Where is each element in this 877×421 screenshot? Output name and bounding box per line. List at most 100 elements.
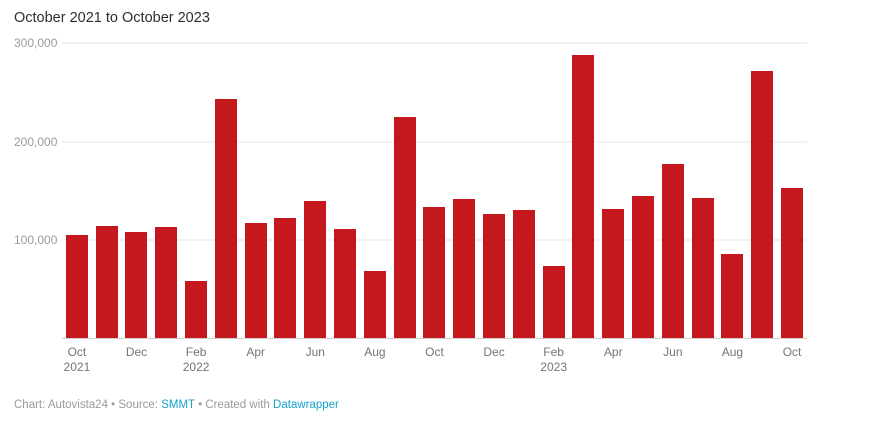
bar-slot bbox=[658, 43, 688, 339]
bar-slot bbox=[181, 43, 211, 339]
y-axis: 100,000 200,000 300,000 bbox=[14, 36, 60, 339]
bar-slot bbox=[479, 43, 509, 339]
bar-slot bbox=[241, 43, 271, 339]
bar-slot bbox=[390, 43, 420, 339]
bar[interactable] bbox=[691, 197, 714, 339]
bar[interactable] bbox=[542, 266, 565, 339]
bar-slot bbox=[747, 43, 777, 339]
bar[interactable] bbox=[274, 217, 297, 339]
bar-slot bbox=[62, 43, 92, 339]
bar-slot bbox=[718, 43, 748, 339]
x-tick-slot: Jun bbox=[300, 345, 330, 375]
x-tick-month-label: Apr bbox=[603, 345, 623, 359]
footer: Chart: Autovista24 • Source: SMMT • Crea… bbox=[14, 399, 339, 411]
footer-created-with-text: • Created with bbox=[194, 399, 274, 411]
bar[interactable] bbox=[751, 70, 774, 339]
x-tick-slot: Oct bbox=[777, 345, 807, 375]
y-axis-tick-label: 100,000 bbox=[14, 233, 58, 248]
y-axis-tick-label: 300,000 bbox=[14, 36, 58, 50]
bar-slot bbox=[628, 43, 658, 339]
x-tick-month-label: Aug bbox=[364, 345, 386, 359]
x-tick-slot bbox=[509, 345, 539, 375]
bar-slot bbox=[360, 43, 390, 339]
x-tick-slot bbox=[151, 345, 181, 375]
x-tick-month-label: Oct bbox=[425, 345, 444, 359]
bar-slot bbox=[122, 43, 152, 339]
bar[interactable] bbox=[423, 206, 446, 339]
x-tick-slot: Feb 2022 bbox=[181, 345, 211, 375]
x-tick-month-label: Feb bbox=[185, 345, 207, 359]
x-tick-slot: Apr bbox=[241, 345, 271, 375]
footer-credit-text: Chart: Autovista24 • Source: bbox=[14, 399, 162, 411]
bar[interactable] bbox=[185, 280, 208, 339]
bar-slot bbox=[688, 43, 718, 339]
y-axis-tick-label: 200,000 bbox=[14, 134, 58, 149]
bar-slot bbox=[509, 43, 539, 339]
datawrapper-link[interactable]: Datawrapper bbox=[273, 399, 339, 411]
x-tick-year-label: 2021 bbox=[63, 360, 91, 374]
x-tick-slot: Apr bbox=[598, 345, 628, 375]
bar[interactable] bbox=[781, 188, 804, 339]
bar[interactable] bbox=[334, 229, 357, 339]
x-tick-month-label: Dec bbox=[483, 345, 505, 359]
bar[interactable] bbox=[155, 226, 178, 339]
x-tick-slot bbox=[390, 345, 420, 375]
bar[interactable] bbox=[453, 198, 476, 339]
bar[interactable] bbox=[602, 208, 625, 339]
bars bbox=[62, 43, 807, 339]
x-tick-month-label: Jun bbox=[305, 345, 325, 359]
x-tick-month-label: Apr bbox=[246, 345, 266, 359]
bar[interactable] bbox=[65, 235, 88, 339]
x-tick-slot bbox=[628, 345, 658, 375]
bar-slot bbox=[271, 43, 301, 339]
bar[interactable] bbox=[512, 209, 535, 339]
x-tick-month-label: Dec bbox=[125, 345, 148, 359]
bar-slot bbox=[92, 43, 122, 339]
x-tick-month-label: Oct bbox=[67, 345, 87, 359]
bar[interactable] bbox=[632, 195, 655, 339]
x-tick-month-label: Oct bbox=[782, 345, 802, 359]
x-tick-slot: Aug bbox=[718, 345, 748, 375]
bar[interactable] bbox=[95, 225, 118, 339]
x-tick-slot: Aug bbox=[360, 345, 390, 375]
bar[interactable] bbox=[572, 54, 595, 339]
bar-slot bbox=[211, 43, 241, 339]
bar[interactable] bbox=[363, 270, 386, 339]
x-tick-slot bbox=[92, 345, 122, 375]
x-tick-slot bbox=[747, 345, 777, 375]
bar[interactable] bbox=[244, 222, 267, 339]
bar[interactable] bbox=[214, 99, 237, 339]
x-axis: Oct 2021 Dec Feb 2022 Apr Jun Aug Oct Dec Feb 2023 A… bbox=[62, 345, 807, 375]
bar-slot bbox=[539, 43, 569, 339]
x-tick-slot bbox=[688, 345, 718, 375]
bar[interactable] bbox=[304, 200, 327, 339]
x-tick-slot bbox=[330, 345, 360, 375]
x-tick-slot: Dec bbox=[479, 345, 509, 375]
bar[interactable] bbox=[125, 232, 148, 339]
gridline bbox=[62, 141, 807, 143]
x-tick-slot bbox=[449, 345, 479, 375]
source-link-smmt[interactable]: SMMT bbox=[161, 399, 195, 411]
bar-slot bbox=[598, 43, 628, 339]
bar[interactable] bbox=[721, 254, 744, 339]
x-tick-year-label: 2023 bbox=[540, 360, 567, 374]
bar-slot bbox=[300, 43, 330, 339]
x-tick-slot: Feb 2023 bbox=[539, 345, 569, 375]
bar-slot bbox=[777, 43, 807, 339]
x-tick-slot: Jun bbox=[658, 345, 688, 375]
bar[interactable] bbox=[393, 117, 416, 339]
plot-area bbox=[62, 42, 807, 339]
x-tick-month-label: Jun bbox=[663, 345, 683, 359]
x-tick-month-label: Aug bbox=[721, 345, 744, 359]
x-tick-slot: Oct 2021 bbox=[62, 345, 92, 375]
x-tick-slot bbox=[271, 345, 301, 375]
x-tick-slot bbox=[211, 345, 241, 375]
bar-slot bbox=[449, 43, 479, 339]
x-tick-slot: Oct bbox=[420, 345, 450, 375]
x-tick-year-label: 2022 bbox=[182, 360, 210, 374]
bar[interactable] bbox=[483, 213, 506, 339]
bar-slot bbox=[569, 43, 599, 339]
bar[interactable] bbox=[661, 164, 684, 339]
x-tick-slot bbox=[569, 345, 599, 375]
